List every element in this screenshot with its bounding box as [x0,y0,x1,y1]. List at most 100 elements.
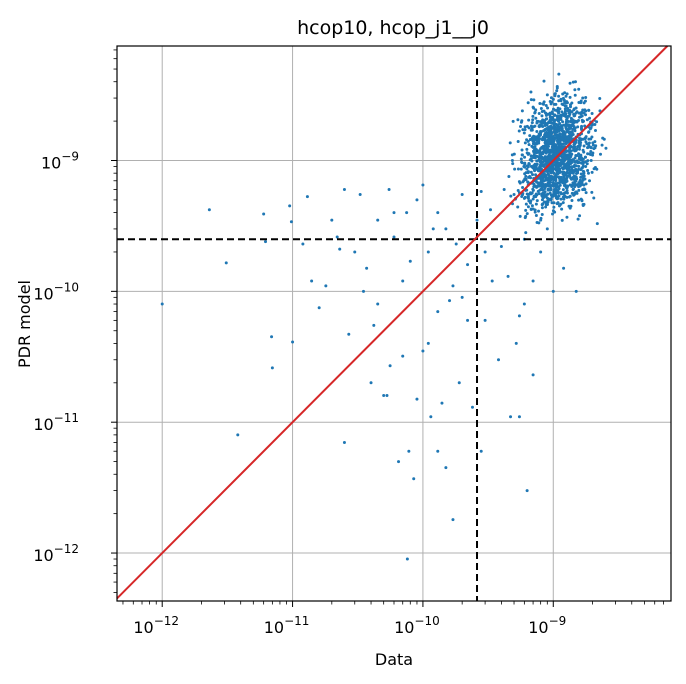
cluster-point [552,176,556,180]
data-point-60 [539,250,543,254]
cluster-point [526,165,530,169]
cluster-point [560,129,564,133]
cluster-point [577,87,581,91]
cluster-point [553,129,557,133]
data-point-53 [502,188,506,192]
cluster-point [549,124,553,128]
cluster-point [557,94,561,98]
cluster-point [523,172,527,176]
cluster-point [539,167,543,171]
cluster-point [540,164,544,168]
cluster-point [586,168,590,172]
cluster-point [558,164,562,168]
cluster-point [557,111,561,115]
cluster-point [544,151,548,155]
cluster-point [565,116,569,120]
cluster-point [537,209,541,213]
cluster-point [529,176,533,180]
cluster-point [542,100,546,104]
cluster-point [588,127,592,131]
data-point-58 [525,489,529,493]
cluster-point [561,96,565,100]
cluster-point [568,174,572,178]
cluster-point [572,108,576,112]
cluster-point [531,135,535,139]
cluster-point [568,81,572,85]
cluster-point [581,120,585,124]
cluster-point [520,161,524,165]
cluster-point [565,188,569,192]
cluster-point [544,205,548,209]
cluster-point [563,107,567,111]
cluster-point [556,201,560,205]
cluster-point [533,110,537,114]
cluster-point [595,120,599,124]
cluster-point [516,167,520,171]
cluster-point [544,132,548,136]
cluster-point [587,143,591,147]
cluster-point [533,210,537,214]
cluster-point [531,114,535,118]
cluster-point [593,128,597,132]
cluster-point [528,201,532,205]
data-point-7 [263,240,267,244]
y-tick-label-3: 10−9 [41,149,79,172]
cluster-point [520,148,524,152]
cluster-point [582,187,586,191]
cluster-point [564,104,568,108]
cluster-point [531,173,535,177]
cluster-point [522,131,526,135]
cluster-point [598,96,602,100]
cluster-point [524,214,528,218]
cluster-point [573,129,577,133]
data-point-8 [288,204,292,208]
cluster-point [579,112,583,116]
cluster-point [573,93,577,97]
reference-lines [116,45,671,601]
identity-line [116,45,669,600]
cluster-point [563,155,567,159]
data-point-38 [429,415,433,419]
cluster-point [532,98,536,102]
cluster-point [539,106,543,110]
cluster-point [544,162,548,166]
data-point-91 [483,318,487,322]
data-point-82 [539,218,543,222]
cluster-point [534,180,538,184]
cluster-point [555,181,559,185]
data-point-89 [436,310,440,314]
y-tick-label-0: 10−12 [33,542,79,565]
cluster-point [548,191,552,195]
cluster-point [521,128,525,132]
cluster-point [554,190,558,194]
cluster-point [527,126,531,130]
cluster-point [552,205,556,209]
cluster-point [521,185,525,189]
cluster-point [546,106,550,110]
cluster-point [520,153,524,157]
axis-ticks: 10−12 10−11 10−10 10−9 10−12 10−11 10−10 10−9 [33,49,664,637]
cluster-point [542,79,546,83]
cluster-point [562,197,566,201]
cluster-point [547,131,551,135]
cluster-point [528,134,532,138]
cluster-point [555,184,559,188]
cluster-point [537,176,541,180]
data-point-79 [499,245,503,249]
cluster-point [552,120,556,124]
cluster-point [560,135,564,139]
data-point-42 [444,466,448,470]
cluster-point [583,155,587,159]
data-point-83 [338,247,342,251]
cluster-point [566,168,570,172]
cluster-point [526,196,530,200]
cluster-point [570,199,574,203]
data-point-11 [305,195,309,199]
plot-frame [116,45,672,602]
data-point-3 [236,433,240,437]
cluster-point [524,208,528,212]
x-axis-label: Data [375,650,413,669]
cluster-point [526,180,530,184]
cluster-point [537,132,541,136]
data-point-27 [385,393,389,397]
